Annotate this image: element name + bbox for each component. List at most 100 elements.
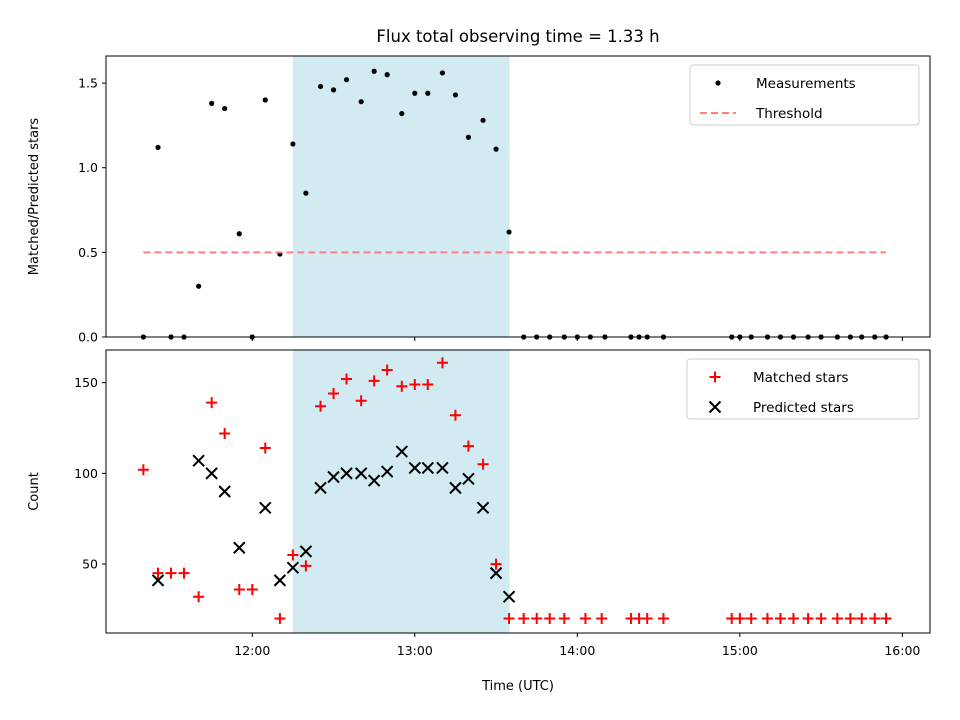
data-point (290, 141, 296, 147)
data-point (368, 375, 380, 387)
data-point (178, 567, 190, 579)
data-point (544, 612, 556, 624)
data-point (774, 612, 786, 624)
data-point (518, 612, 530, 624)
data-point (287, 549, 299, 561)
legend-swatch (708, 400, 722, 414)
y-tick-label: 100 (74, 466, 98, 481)
data-point (259, 442, 271, 454)
data-point (449, 481, 462, 495)
data-point (300, 560, 312, 572)
axes-frame (105, 55, 931, 338)
y-axis-label: Matched/Predicted stars (27, 118, 42, 276)
data-point (395, 445, 409, 458)
legend: Matched stars Predicted stars (686, 358, 920, 420)
axes-frame (105, 349, 931, 634)
data-point (380, 465, 394, 478)
data-point (315, 400, 327, 412)
data-point (531, 612, 543, 624)
data-point (205, 467, 218, 480)
data-point (303, 190, 309, 196)
data-point (355, 395, 367, 407)
data-point (465, 134, 472, 140)
data-point (193, 591, 205, 603)
observing-span (292, 350, 510, 633)
data-point (787, 612, 799, 624)
data-point (354, 467, 368, 480)
legend-label: Measurements (756, 76, 856, 92)
legend-label: Predicted stars (753, 400, 854, 416)
data-point (596, 612, 608, 624)
data-point (489, 566, 503, 580)
data-point (219, 427, 231, 439)
data-point (384, 72, 390, 78)
data-point (222, 105, 228, 112)
data-point (273, 574, 287, 587)
data-point (330, 87, 337, 93)
legend-label: Threshold (755, 106, 823, 122)
data-point (209, 100, 215, 106)
data-point (165, 567, 177, 579)
data-point (579, 612, 591, 624)
observing-span (292, 56, 510, 337)
data-point (371, 68, 377, 74)
y-axis-label: Count (27, 472, 42, 511)
data-point (274, 612, 286, 624)
data-point (449, 409, 461, 421)
legend: Measurements Threshold (689, 64, 920, 126)
data-point (236, 231, 242, 237)
data-point (831, 612, 843, 624)
data-point (381, 364, 393, 376)
data-point (328, 388, 340, 400)
data-point (558, 612, 570, 624)
data-point (151, 574, 165, 587)
data-point (462, 472, 475, 486)
data-point (358, 99, 364, 105)
data-point (317, 83, 324, 90)
data-point (502, 590, 516, 603)
y-tick-label: 1.5 (78, 76, 98, 91)
data-point (844, 612, 856, 624)
data-point (490, 558, 502, 570)
data-point (259, 501, 272, 515)
data-point (657, 612, 669, 624)
data-point (869, 612, 881, 624)
data-point (745, 612, 757, 624)
legend-swatch (715, 80, 721, 86)
data-point (422, 378, 434, 390)
data-point (137, 464, 149, 476)
data-point (340, 467, 353, 480)
legend-label: Matched stars (753, 370, 849, 386)
data-point (477, 458, 489, 470)
x-tick-label: 13:00 (397, 643, 433, 658)
x-tick-label: 12:00 (234, 643, 270, 658)
data-point (343, 77, 350, 83)
data-point (299, 545, 313, 558)
data-point (436, 357, 448, 369)
data-point (206, 397, 218, 409)
data-point (152, 567, 164, 579)
data-point (233, 583, 245, 595)
y-tick-label: 1.0 (78, 160, 98, 175)
data-point (880, 612, 892, 624)
data-point (196, 283, 202, 289)
bottom-panel: 50 100 150 Count Matched stars Predicted star… (27, 349, 931, 637)
series-matched-stars (137, 357, 892, 624)
data-point (399, 110, 405, 117)
y-tick-label: 50 (82, 557, 98, 572)
data-point (476, 501, 490, 515)
x-axis-label: Time (UTC) (481, 679, 554, 694)
data-point (506, 229, 512, 235)
data-point (409, 378, 421, 390)
y-tick-label: 0.0 (78, 330, 98, 345)
data-point (314, 481, 327, 495)
data-point (341, 373, 353, 385)
data-point (412, 90, 418, 96)
data-point (218, 485, 231, 498)
data-point (421, 461, 435, 475)
data-point (436, 461, 449, 475)
data-point (327, 470, 340, 484)
legend-swatch (709, 371, 721, 383)
data-point (262, 97, 268, 103)
